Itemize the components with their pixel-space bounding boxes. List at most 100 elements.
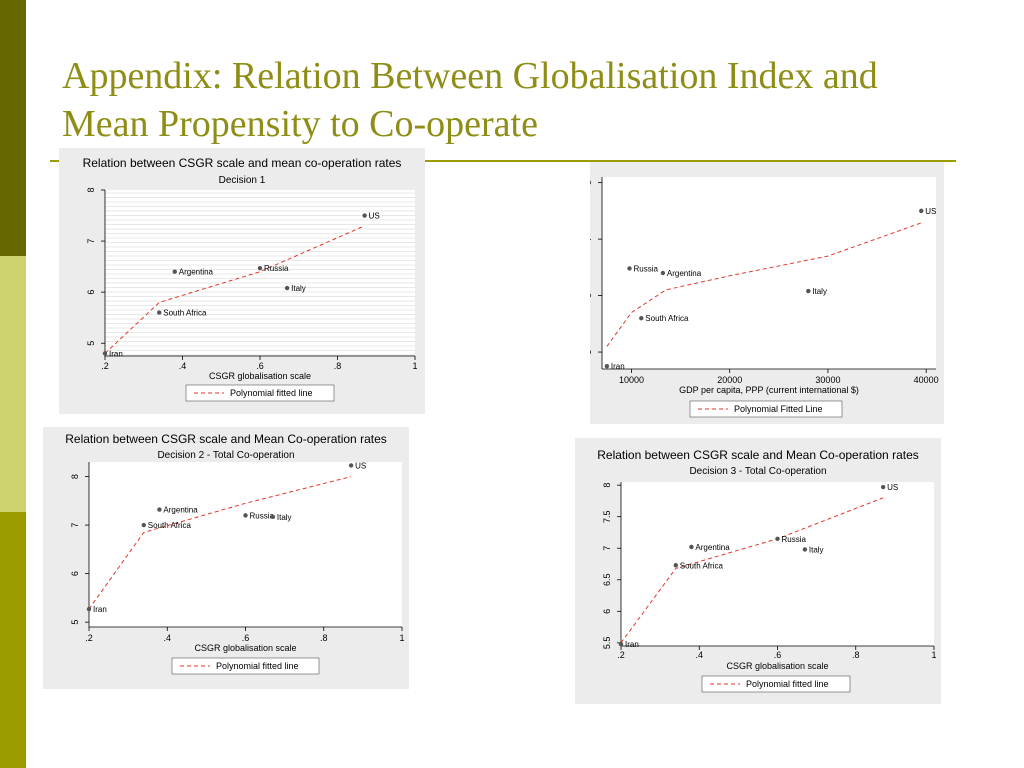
x-tick-label: .8	[334, 361, 342, 371]
x-tick-label: 20000	[717, 375, 742, 385]
legend-box	[701, 675, 851, 693]
chart-subtitle: Decision 2 - Total Co-operation	[157, 450, 294, 461]
y-tick-label: 6.5	[602, 574, 612, 587]
x-tick-label: .6	[774, 650, 782, 660]
plot-area	[621, 482, 934, 646]
point-label: South Africa	[148, 521, 192, 530]
chart-panel-gdp: 10000 20000 30000 40000 5 6 7 8 GDP per capita, …	[590, 162, 944, 424]
point-label: Russia	[634, 264, 659, 273]
chart-panel-decision-3: Relation between CSGR scale and Mean Co-…	[575, 438, 941, 704]
y-tick-label: 5	[70, 620, 80, 625]
data-point-south-africa	[141, 522, 146, 528]
fitted-line	[88, 476, 352, 610]
point-label: Russia	[250, 511, 275, 520]
y-tick-label: 8	[86, 187, 96, 192]
data-point-italy	[270, 514, 276, 520]
y-tick-label: 7	[86, 239, 96, 244]
x-axis-title: CSGR globalisation scale	[194, 643, 296, 653]
plot-area	[602, 177, 936, 369]
data-point-us	[348, 463, 354, 468]
point-label: Iran	[109, 349, 123, 358]
point-label: Italy	[291, 284, 306, 293]
data-point-russia	[627, 266, 632, 271]
legend-label: Polynomial Fitted Line	[734, 404, 823, 414]
point-label: Russia	[782, 535, 807, 544]
x-tick-label: 1	[412, 361, 417, 371]
data-point-us	[362, 213, 367, 218]
legend-label: Polynomial fitted line	[230, 388, 313, 398]
data-point-russia	[775, 536, 780, 541]
chart-svg: Relation between CSGR scale and mean co-…	[83, 156, 418, 402]
point-label: Argentina	[179, 268, 214, 277]
x-tick-label: .8	[320, 633, 328, 643]
y-tick-label: 8	[590, 180, 593, 185]
legend-box	[689, 400, 843, 418]
point-label: Italy	[812, 287, 827, 296]
chart-svg: Relation between CSGR scale and Mean Co-…	[597, 448, 937, 693]
point-label: Italy	[809, 545, 824, 554]
x-tick-label: .8	[852, 650, 860, 660]
legend-label: Polynomial fitted line	[746, 679, 829, 689]
x-axis-title: CSGR globalisation scale	[726, 661, 828, 671]
data-point-iran	[86, 606, 92, 612]
y-tick-label: 7	[70, 523, 80, 528]
data-point-russia	[257, 265, 263, 271]
data-point-russia	[243, 513, 248, 518]
y-tick-label: 6	[602, 609, 612, 614]
chart-panel-decision-1: Relation between CSGR scale and mean co-…	[59, 148, 425, 414]
data-point-south-africa	[157, 310, 162, 315]
chart-subtitle: Decision 3 - Total Co-operation	[689, 466, 826, 477]
data-point-iran	[618, 641, 624, 647]
point-label: Russia	[264, 264, 289, 273]
legend-label: Polynomial fitted line	[216, 661, 299, 671]
y-tick-label: 5.5	[602, 637, 612, 650]
chart-subtitle: Decision 1	[219, 175, 266, 186]
point-label: South Africa	[645, 314, 689, 323]
x-tick-label: 40000	[914, 375, 939, 385]
chart-title: Relation between CSGR scale and Mean Co-…	[65, 432, 387, 446]
x-tick-label: 1	[399, 633, 404, 643]
chart-title: Relation between CSGR scale and mean co-…	[83, 156, 402, 170]
accent-bar-middle	[0, 256, 26, 512]
x-tick-label: .2	[101, 361, 109, 371]
data-point-italy	[284, 285, 290, 291]
slide-title: Appendix: Relation Between Globalisation…	[62, 55, 878, 145]
y-tick-label: 6	[590, 293, 593, 298]
x-tick-label: .2	[85, 633, 93, 643]
point-label: South Africa	[680, 561, 724, 570]
fitted-line	[104, 225, 365, 354]
legend-box	[171, 657, 320, 675]
plot-area	[89, 462, 402, 627]
point-label: US	[369, 212, 380, 221]
point-label: US	[925, 207, 936, 216]
y-tick-label: 7.5	[602, 510, 612, 523]
chart-panel-decision-2: Relation between CSGR scale and Mean Co-…	[43, 427, 409, 689]
x-tick-label: 30000	[815, 375, 840, 385]
point-label: Iran	[93, 605, 107, 614]
y-tick-label: 6	[70, 571, 80, 576]
x-tick-label: .4	[163, 633, 171, 643]
data-point-south-africa	[639, 315, 644, 321]
x-tick-label: .4	[179, 361, 187, 371]
point-label: Iran	[625, 640, 639, 649]
x-tick-label: 10000	[619, 375, 644, 385]
x-axis-title: CSGR globalisation scale	[209, 371, 311, 381]
data-point-argentina	[660, 270, 666, 276]
fitted-line	[620, 497, 884, 644]
y-tick-label: 5	[86, 341, 96, 346]
y-tick-label: 7	[590, 237, 593, 242]
chart-title: Relation between CSGR scale and Mean Co-…	[597, 448, 919, 462]
accent-bar-bottom	[0, 512, 26, 768]
data-point-us	[880, 484, 886, 490]
y-tick-label: 6	[86, 290, 96, 295]
chart-svg: 10000 20000 30000 40000 5 6 7 8 GDP per capita, …	[590, 177, 939, 418]
y-tick-label: 5	[590, 350, 593, 355]
y-tick-label: 8	[602, 483, 612, 488]
x-tick-label: .6	[242, 633, 250, 643]
point-label: Italy	[277, 513, 292, 522]
data-point-south-africa	[673, 563, 678, 568]
x-axis-title: GDP per capita, PPP (current internation…	[679, 385, 859, 395]
data-point-us	[919, 208, 924, 214]
point-label: Argentina	[163, 506, 198, 515]
y-tick-label: 8	[70, 474, 80, 479]
